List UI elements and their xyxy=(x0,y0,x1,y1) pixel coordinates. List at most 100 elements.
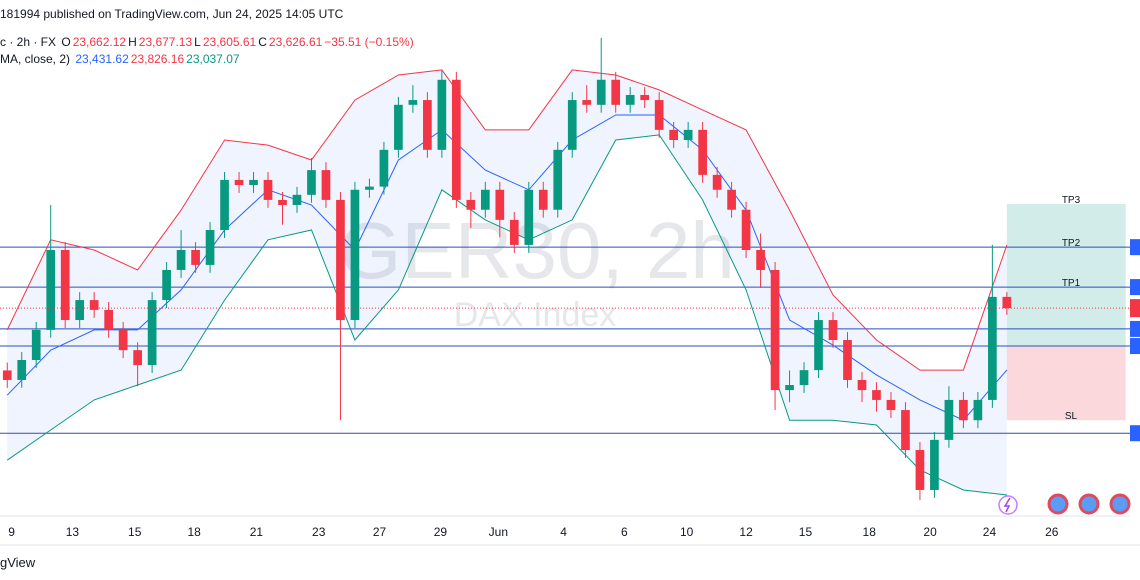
indicator-value: 23,826.16 xyxy=(130,52,185,66)
candle-body xyxy=(814,320,823,371)
candle-body xyxy=(886,399,896,411)
target-label: SL xyxy=(1065,411,1078,422)
x-tick-label: 9 xyxy=(8,525,15,539)
last-price-tag xyxy=(1130,299,1140,318)
x-tick-label: 24 xyxy=(983,525,997,539)
candle-body xyxy=(727,189,736,210)
candle-body xyxy=(292,194,302,205)
candle-body xyxy=(698,129,707,175)
candle-body xyxy=(307,170,316,195)
candle-body xyxy=(104,309,113,330)
x-tick-label: 27 xyxy=(373,525,387,539)
level-tag xyxy=(1130,320,1140,337)
ohlc-value: 23,662.12 xyxy=(72,35,127,49)
x-tick-label: 12 xyxy=(739,525,753,539)
candle-body xyxy=(249,179,258,186)
x-tick-label: 18 xyxy=(863,525,877,539)
candle-body xyxy=(770,269,780,391)
icons xyxy=(998,493,1131,515)
ohlc-key: L xyxy=(194,35,201,49)
candle-body xyxy=(944,399,954,440)
loss-zone xyxy=(1006,346,1126,421)
x-tick-label: 6 xyxy=(621,525,628,539)
x-tick-label: 4 xyxy=(560,525,567,539)
candle-body xyxy=(930,439,939,490)
indicator-line: MA, close, 2) 23,431.62 23,826.16 23,037.0… xyxy=(0,52,242,66)
candle-body xyxy=(799,370,809,386)
candle-body xyxy=(60,249,70,321)
candle-body xyxy=(75,300,85,321)
icon xyxy=(998,495,1018,515)
candle-body xyxy=(1002,296,1012,309)
candle-body xyxy=(452,79,461,200)
background-layer xyxy=(7,69,1126,496)
candle-body xyxy=(466,199,476,210)
candle-body xyxy=(336,199,345,321)
candle-body xyxy=(365,186,374,190)
candle-body xyxy=(988,296,997,400)
candle-body xyxy=(191,249,200,265)
x-tick-label: 18 xyxy=(187,525,201,539)
x-tick-label: 29 xyxy=(434,525,448,539)
candle-body xyxy=(234,179,244,186)
candle-body xyxy=(46,249,56,330)
ohlc-key: C xyxy=(258,35,267,49)
candle-body xyxy=(263,179,273,200)
x-tick-label: 26 xyxy=(1045,525,1059,539)
candle-body xyxy=(712,174,722,190)
x-tick-label: 15 xyxy=(799,525,813,539)
target-label: TP3 xyxy=(1062,195,1081,206)
candle-body xyxy=(843,340,852,380)
candle-body xyxy=(828,320,838,341)
candle-body xyxy=(785,385,794,391)
indicator: MA, close, 2) xyxy=(0,52,71,66)
candle-body xyxy=(553,149,563,210)
footer: gView xyxy=(0,555,36,570)
candle-body xyxy=(394,104,403,150)
candle-body xyxy=(901,410,910,451)
ohlc-value: 23,626.61 xyxy=(268,35,323,49)
icon xyxy=(1078,493,1100,515)
candle-body xyxy=(872,390,881,400)
published-line: 181994 published on TradingView.com, Jun… xyxy=(0,7,345,21)
candle-body xyxy=(857,379,867,391)
icon xyxy=(1047,493,1069,515)
indicator-value: 23,037.07 xyxy=(186,52,240,66)
candle-body xyxy=(118,329,128,351)
candle-body xyxy=(524,189,534,245)
band-fill xyxy=(7,69,1007,496)
published: 181994 published on TradingView.com, Jun… xyxy=(0,7,344,21)
candle-body xyxy=(669,129,678,140)
candle-body xyxy=(162,269,171,301)
change: −35.51 (−0.15%) xyxy=(324,35,414,49)
candle-body xyxy=(611,79,621,105)
indicator-value: 23,431.62 xyxy=(75,52,129,66)
x-tick-label: 13 xyxy=(66,525,80,539)
candle-body xyxy=(423,100,432,150)
candle-body xyxy=(596,79,606,105)
candle-body xyxy=(973,399,983,421)
profit-zone xyxy=(1006,204,1126,347)
ohlc-value: 23,605.61 xyxy=(202,35,257,49)
candle-body xyxy=(321,170,331,200)
candle-body xyxy=(350,189,360,321)
level-tag xyxy=(1130,425,1140,442)
candle-body xyxy=(683,129,693,140)
candle-body xyxy=(205,230,215,265)
candle-body xyxy=(133,350,142,366)
ohlc-key: O xyxy=(61,35,71,49)
level-tag xyxy=(1130,239,1140,256)
candle-body xyxy=(480,189,490,210)
ohlc-line: c · 2h · FX O 23,662.12 H 23,677.13 L 23,605.… xyxy=(0,35,416,49)
candle-body xyxy=(408,100,418,105)
candle-body xyxy=(640,94,650,101)
x-tick-label: 23 xyxy=(312,525,326,539)
x-tick-label: 21 xyxy=(250,525,264,539)
candle-body xyxy=(147,300,157,366)
candle-body xyxy=(741,209,751,250)
level-tag xyxy=(1130,338,1140,355)
candle-body xyxy=(567,100,577,150)
candle-body xyxy=(654,100,664,130)
candle-body xyxy=(89,300,99,310)
